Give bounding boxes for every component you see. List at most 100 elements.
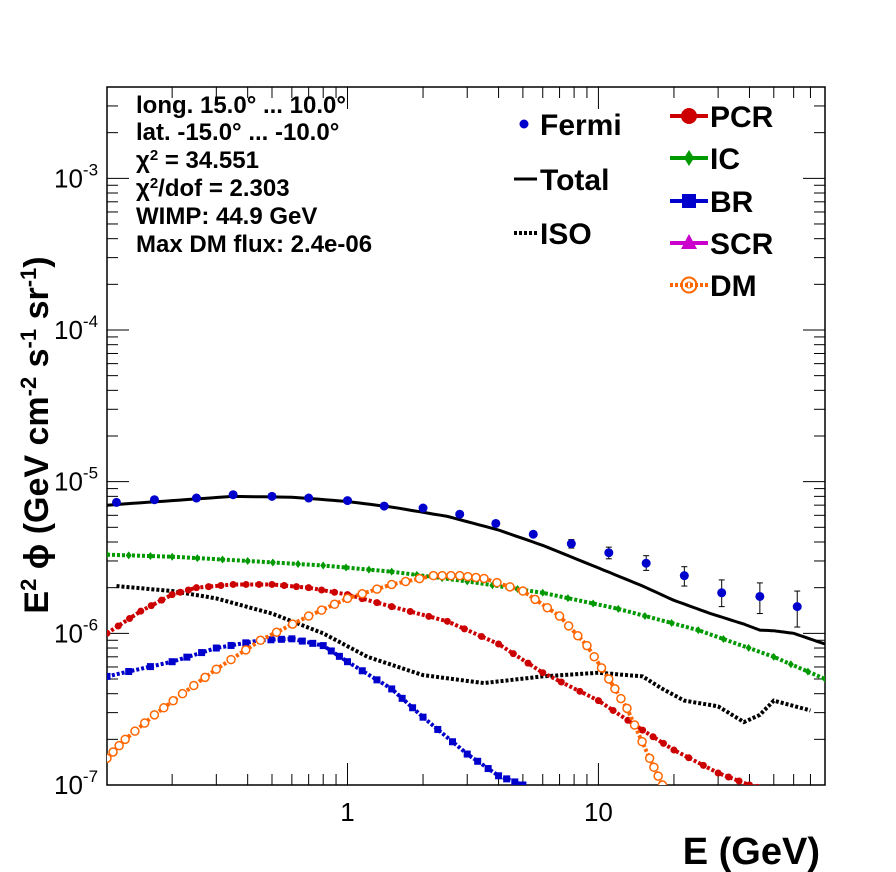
series-dm-marker (329, 599, 340, 610)
series-pcr-marker (524, 659, 532, 667)
series-pcr-marker (699, 761, 707, 769)
info-chi2-dof: χ2/dof = 2.303 (136, 175, 290, 203)
series-pcr-marker (242, 580, 250, 588)
series-pcr-marker (107, 629, 111, 637)
series-dm-marker (120, 734, 130, 745)
series-br-marker (344, 658, 352, 666)
series-pcr-marker (478, 632, 486, 640)
series-dm-marker (492, 577, 502, 588)
series-pcr-marker (659, 739, 667, 747)
series-pcr-marker (770, 788, 777, 795)
y-tick-label: 10-3 (54, 160, 98, 193)
info-latitude: lat. -15.0° ... -10.0° (136, 119, 339, 146)
series-br-marker (409, 704, 417, 712)
series-pcr-marker (184, 586, 192, 594)
series-pcr-marker (443, 617, 451, 625)
series-br-marker (335, 652, 343, 660)
series-dm-marker (211, 664, 222, 674)
fermi-point (717, 588, 727, 598)
series-dm-marker (616, 693, 626, 704)
series-dm-marker (554, 611, 565, 621)
legend-pcr-marker (681, 108, 697, 124)
series-dm-marker (342, 593, 353, 604)
series-dm-marker (139, 718, 150, 728)
series-dm-marker (386, 579, 397, 590)
series-dm-marker (226, 654, 236, 665)
series-pcr-marker (735, 777, 743, 785)
legend-iso-label: ISO (540, 218, 592, 251)
series-dm-marker (622, 703, 632, 714)
x-axis-title: E (GeV) (683, 831, 820, 872)
axis-ticks (107, 86, 826, 786)
legend-fermi-label: Fermi (540, 109, 622, 142)
series-br-marker (327, 647, 335, 655)
series-pcr-marker (126, 615, 134, 623)
fermi-point (149, 495, 159, 505)
y-tick-label: 10-6 (54, 615, 98, 648)
series-dm-marker (271, 627, 282, 637)
series-br-marker (388, 685, 396, 693)
series-dm-marker (130, 726, 140, 736)
series-br-marker (511, 778, 519, 785)
legend-pcr-label: PCR (710, 101, 774, 134)
x-tick-label: 10 (584, 797, 613, 827)
fermi-data-points (111, 490, 802, 628)
legend-right: PCR IC BR SCR DM (670, 101, 774, 303)
series-dm-marker (437, 570, 447, 581)
series-br-marker (146, 663, 154, 671)
series-pcr-marker (318, 586, 326, 594)
series-br-marker (319, 642, 327, 650)
series-br-marker (358, 667, 366, 675)
series-br-line (107, 636, 524, 785)
legend-dm-marker-inner (685, 281, 693, 289)
series-pcr-marker (406, 608, 414, 616)
series-br-marker (419, 713, 427, 721)
legend-total-label: Total (540, 164, 609, 197)
fermi-point (604, 548, 614, 558)
series-dm-marker (463, 571, 473, 582)
series-ic-marker (787, 660, 794, 669)
series-dm-marker (644, 753, 655, 764)
fermi-point (455, 509, 465, 519)
series-ic-marker (107, 550, 110, 559)
fermi-point (641, 558, 651, 568)
series-dm-marker (589, 651, 599, 662)
series-ic-marker (745, 643, 752, 652)
series-dm-marker (357, 588, 367, 599)
series-pcr-marker (495, 640, 503, 648)
fit-info-text: long. 15.0° ... 10.0° lat. -15.0° ... -1… (136, 92, 372, 258)
series-dm-marker (316, 605, 327, 615)
series-dm-marker (108, 747, 118, 757)
y-tick-label: 10-4 (54, 312, 98, 345)
series-dm-marker (596, 663, 607, 673)
series-ic-marker (804, 667, 811, 676)
series-ic-marker (147, 552, 154, 561)
series-pcr-marker (649, 733, 657, 741)
series-dm-line (107, 573, 665, 785)
series-pcr-marker (280, 582, 288, 590)
axis-tick-labels: 1 10 10-7 10-6 10-5 10-4 10-3 (54, 160, 613, 827)
series-dm-marker (471, 572, 481, 583)
fermi-point (679, 571, 689, 581)
series-dm-marker (657, 780, 668, 785)
series-pcr-marker (754, 783, 761, 785)
series-pcr-marker (268, 580, 276, 588)
x-tick-label: 1 (340, 797, 354, 827)
series-pcr-marker (229, 580, 237, 588)
series-ic-marker (343, 563, 350, 572)
series-br-marker (107, 672, 111, 680)
series-br-marker (519, 781, 527, 785)
series-ic-marker (269, 558, 276, 567)
series-br-marker (434, 725, 442, 733)
series-dm-marker (287, 619, 298, 629)
legend-fermi-marker (519, 119, 529, 129)
fermi-point (418, 503, 428, 513)
series-dm-marker (241, 645, 251, 655)
legend-br-label: BR (710, 186, 754, 219)
y-tick-label: 10-5 (54, 464, 98, 497)
series-total-line (107, 494, 825, 646)
series-ic-marker (822, 674, 825, 683)
info-max-dm-flux: Max DM flux: 2.4e-06 (136, 231, 372, 258)
series-dm-marker (168, 695, 178, 706)
